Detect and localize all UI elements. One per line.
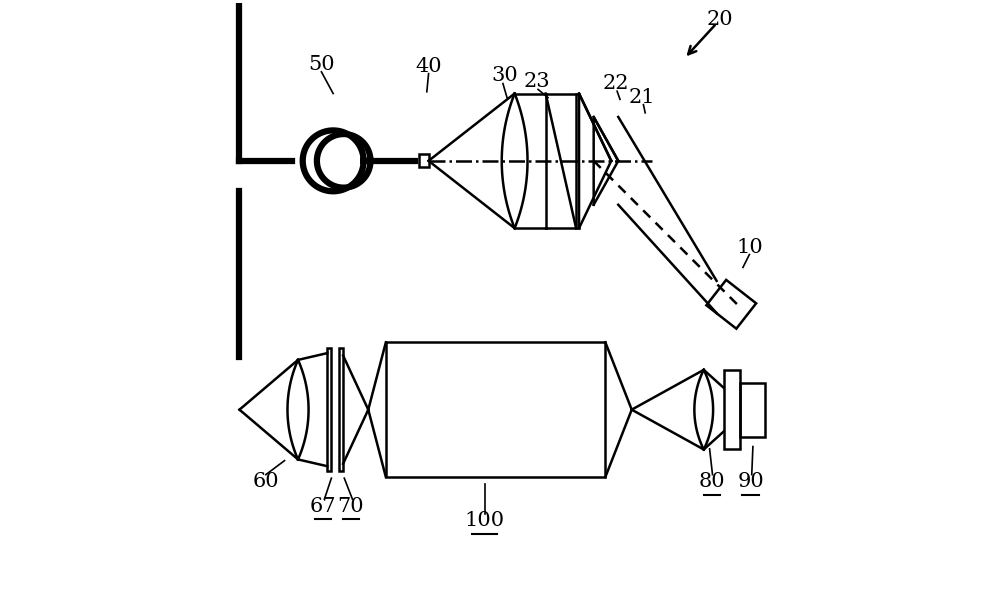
Text: 22: 22 (603, 74, 629, 93)
Text: 100: 100 (465, 511, 505, 530)
Text: 60: 60 (253, 472, 279, 491)
Text: 40: 40 (415, 57, 442, 76)
Text: 80: 80 (699, 472, 725, 491)
Text: 23: 23 (524, 72, 550, 92)
Text: 90: 90 (737, 472, 764, 491)
Text: 10: 10 (736, 238, 763, 257)
Text: 21: 21 (628, 88, 655, 107)
Text: 20: 20 (706, 9, 733, 29)
Text: 67: 67 (310, 497, 336, 516)
Text: 50: 50 (308, 55, 335, 74)
Text: 30: 30 (491, 66, 518, 86)
Text: 70: 70 (337, 497, 364, 516)
